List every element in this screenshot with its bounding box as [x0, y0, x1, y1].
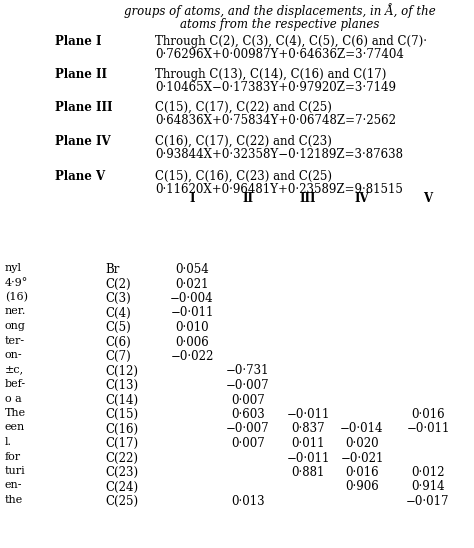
Text: −0·004: −0·004 [170, 292, 214, 305]
Text: −0·017: −0·017 [406, 495, 450, 508]
Text: 0·837: 0·837 [291, 423, 325, 436]
Text: 0·020: 0·020 [345, 437, 379, 450]
Text: C(15), C(16), C(23) and C(25): C(15), C(16), C(23) and C(25) [155, 170, 332, 183]
Text: 0·906: 0·906 [345, 481, 379, 494]
Text: on-: on- [5, 350, 23, 360]
Text: 0·016: 0·016 [411, 408, 445, 421]
Text: for: for [5, 452, 21, 461]
Text: C(7): C(7) [105, 350, 131, 363]
Text: −0·011: −0·011 [286, 408, 330, 421]
Text: 0·10465X−0·17383Y+0·97920Z=3·7149: 0·10465X−0·17383Y+0·97920Z=3·7149 [155, 81, 396, 94]
Text: 0·76296X+0·00987Y+0·64636Z=3·77404: 0·76296X+0·00987Y+0·64636Z=3·77404 [155, 48, 404, 61]
Text: Br: Br [105, 263, 119, 276]
Text: The: The [5, 408, 26, 418]
Text: C(25): C(25) [105, 495, 138, 508]
Text: (16): (16) [5, 292, 28, 302]
Text: C(16): C(16) [105, 423, 138, 436]
Text: V: V [423, 192, 433, 205]
Text: 0·881: 0·881 [292, 466, 325, 479]
Text: ter-: ter- [5, 335, 25, 345]
Text: C(16), C(17), C(22) and C(23): C(16), C(17), C(22) and C(23) [155, 135, 332, 148]
Text: I: I [189, 192, 195, 205]
Text: C(22): C(22) [105, 452, 138, 465]
Text: 0·012: 0·012 [411, 466, 445, 479]
Text: ner.: ner. [5, 306, 27, 317]
Text: 0·007: 0·007 [231, 393, 265, 407]
Text: −0·011: −0·011 [286, 452, 330, 465]
Text: C(4): C(4) [105, 306, 131, 319]
Text: 0·013: 0·013 [231, 495, 265, 508]
Text: o a: o a [5, 393, 22, 403]
Text: 0·011: 0·011 [291, 437, 325, 450]
Text: 0·010: 0·010 [175, 321, 209, 334]
Text: 0·021: 0·021 [175, 277, 209, 290]
Text: −0·007: −0·007 [226, 379, 270, 392]
Text: −0·014: −0·014 [340, 423, 384, 436]
Text: 0·006: 0·006 [175, 335, 209, 349]
Text: C(15), C(17), C(22) and C(25): C(15), C(17), C(22) and C(25) [155, 101, 332, 114]
Text: −0·022: −0·022 [170, 350, 214, 363]
Text: 4·9°: 4·9° [5, 277, 28, 288]
Text: the: the [5, 495, 23, 505]
Text: C(6): C(6) [105, 335, 131, 349]
Text: C(5): C(5) [105, 321, 131, 334]
Text: C(3): C(3) [105, 292, 131, 305]
Text: en-: en- [5, 481, 22, 490]
Text: C(14): C(14) [105, 393, 138, 407]
Text: atoms from the respective planes: atoms from the respective planes [180, 18, 380, 31]
Text: Plane II: Plane II [55, 68, 107, 81]
Text: −0·011: −0·011 [170, 306, 214, 319]
Text: ±c,: ±c, [5, 364, 24, 374]
Text: 0·016: 0·016 [345, 466, 379, 479]
Text: III: III [300, 192, 316, 205]
Text: 0·007: 0·007 [231, 437, 265, 450]
Text: −0·011: −0·011 [406, 423, 450, 436]
Text: 0·11620X+0·96481Y+0·23589Z=9·81515: 0·11620X+0·96481Y+0·23589Z=9·81515 [155, 183, 403, 196]
Text: Plane V: Plane V [55, 170, 105, 183]
Text: een: een [5, 423, 25, 432]
Text: C(13): C(13) [105, 379, 138, 392]
Text: Plane III: Plane III [55, 101, 112, 114]
Text: Plane IV: Plane IV [55, 135, 110, 148]
Text: nyl: nyl [5, 263, 22, 273]
Text: l.: l. [5, 437, 12, 447]
Text: C(24): C(24) [105, 481, 138, 494]
Text: ong: ong [5, 321, 26, 331]
Text: C(17): C(17) [105, 437, 138, 450]
Text: C(15): C(15) [105, 408, 138, 421]
Text: −0·021: −0·021 [340, 452, 383, 465]
Text: II: II [243, 192, 254, 205]
Text: bef-: bef- [5, 379, 26, 389]
Text: Plane I: Plane I [55, 35, 101, 48]
Text: −0·731: −0·731 [226, 364, 270, 378]
Text: IV: IV [355, 192, 369, 205]
Text: Through C(13), C(14), C(16) and C(17): Through C(13), C(14), C(16) and C(17) [155, 68, 386, 81]
Text: C(12): C(12) [105, 364, 138, 378]
Text: 0·93844X+0·32358Y−0·12189Z=3·87638: 0·93844X+0·32358Y−0·12189Z=3·87638 [155, 148, 403, 161]
Text: 0·054: 0·054 [175, 263, 209, 276]
Text: Through C(2), C(3), C(4), C(5), C(6) and C(7)·: Through C(2), C(3), C(4), C(5), C(6) and… [155, 35, 427, 48]
Text: 0·64836X+0·75834Y+0·06748Z=7·2562: 0·64836X+0·75834Y+0·06748Z=7·2562 [155, 114, 396, 127]
Text: 0·914: 0·914 [411, 481, 445, 494]
Text: C(2): C(2) [105, 277, 131, 290]
Text: −0·007: −0·007 [226, 423, 270, 436]
Text: turi: turi [5, 466, 26, 476]
Text: 0·603: 0·603 [231, 408, 265, 421]
Text: C(23): C(23) [105, 466, 138, 479]
Text: groups of atoms, and the displacements, in Å, of the: groups of atoms, and the displacements, … [124, 3, 436, 18]
